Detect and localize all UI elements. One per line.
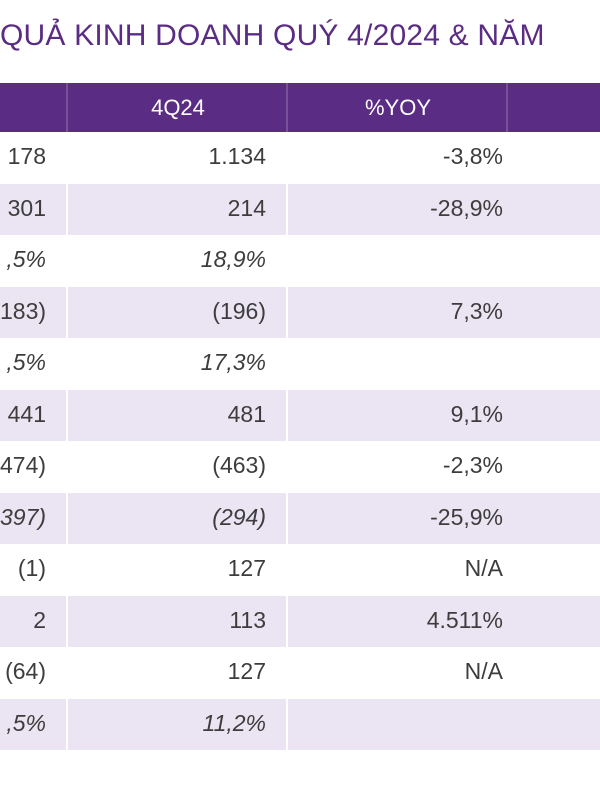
column-gap [66,492,68,544]
prev-period-cell: (1) [17,555,46,581]
4q24-cell: 127 [227,555,266,581]
table-row: 397) (294) -25,9% [0,492,600,544]
yoy-cell [290,699,503,751]
4q24-cell: 11,2% [202,709,266,736]
header-divider [66,83,68,132]
4q24-cell: 127 [227,658,266,684]
table-row: (1) 127 N/A [0,544,600,596]
yoy-cell: -28,9% [430,194,503,221]
prev-period-cell: 397) [0,503,47,530]
column-gap [66,183,68,235]
header-4q24: 4Q24 [151,95,205,120]
table-row: ,5% 17,3% [0,338,600,390]
yoy-cell: N/A [464,658,503,684]
4q24-cell: 18,9% [200,246,266,272]
column-gap [66,389,68,441]
table-row: ,5% 18,9% [0,235,600,287]
prev-period-cell: 441 [7,400,46,427]
prev-period-cell: ,5% [6,246,46,272]
column-gap [286,183,288,235]
table-row: 474) (463) -2,3% [0,441,600,493]
prev-period-cell: ,5% [6,709,46,736]
table-row: 441 481 9,1% [0,389,600,441]
4q24-cell: 113 [229,606,266,633]
column-gap [286,698,288,750]
header-yoy: %YOY [364,95,432,120]
table-row: 301 214 -28,9% [0,183,600,235]
yoy-cell [290,338,503,390]
yoy-cell: 4.511% [426,606,503,633]
4q24-cell: 481 [227,400,266,427]
table-header: 4Q24 %YOY [0,83,600,132]
4q24-cell: 1.134 [208,143,266,169]
yoy-cell: -3,8% [442,143,503,169]
column-gap [286,595,288,647]
prev-period-cell: ,5% [6,349,46,375]
results-table: 178 1.134 -3,8% 301 214 -28,9% ,5% 18,9% 183) (19… [0,132,600,750]
prev-period-cell: 474) [0,452,47,478]
table-row: 178 1.134 -3,8% [0,132,600,184]
table-row: 183) (196) 7,3% [0,286,600,338]
column-gap [286,286,288,338]
yoy-cell: N/A [464,555,503,581]
column-gap [286,389,288,441]
table-row: (64) 127 N/A [0,647,600,699]
4q24-cell: 214 [227,194,266,221]
prev-period-cell: (64) [5,658,46,684]
column-gap [66,698,68,750]
prev-period-cell: 301 [7,194,46,221]
column-gap [286,492,288,544]
yoy-cell: -2,3% [442,452,503,478]
prev-period-cell: 178 [7,143,46,169]
report-title: QUẢ KINH DOANH QUÝ 4/2024 & NĂM [0,19,545,52]
yoy-cell [290,235,503,287]
header-divider [506,83,508,132]
prev-period-cell: 183) [0,297,47,324]
prev-period-cell: 2 [33,606,46,633]
yoy-cell: 9,1% [450,400,503,427]
table-row: 2 113 4.511% [0,595,600,647]
4q24-cell: (196) [212,297,266,324]
header-divider [286,83,288,132]
yoy-cell: -25,9% [430,503,503,530]
4q24-cell: (294) [212,503,266,530]
table-row: ,5% 11,2% [0,698,600,751]
yoy-cell: 7,3% [450,297,503,324]
4q24-cell: (463) [212,452,266,478]
column-gap [66,286,68,338]
4q24-cell: 17,3% [200,349,266,375]
column-gap [66,595,68,647]
